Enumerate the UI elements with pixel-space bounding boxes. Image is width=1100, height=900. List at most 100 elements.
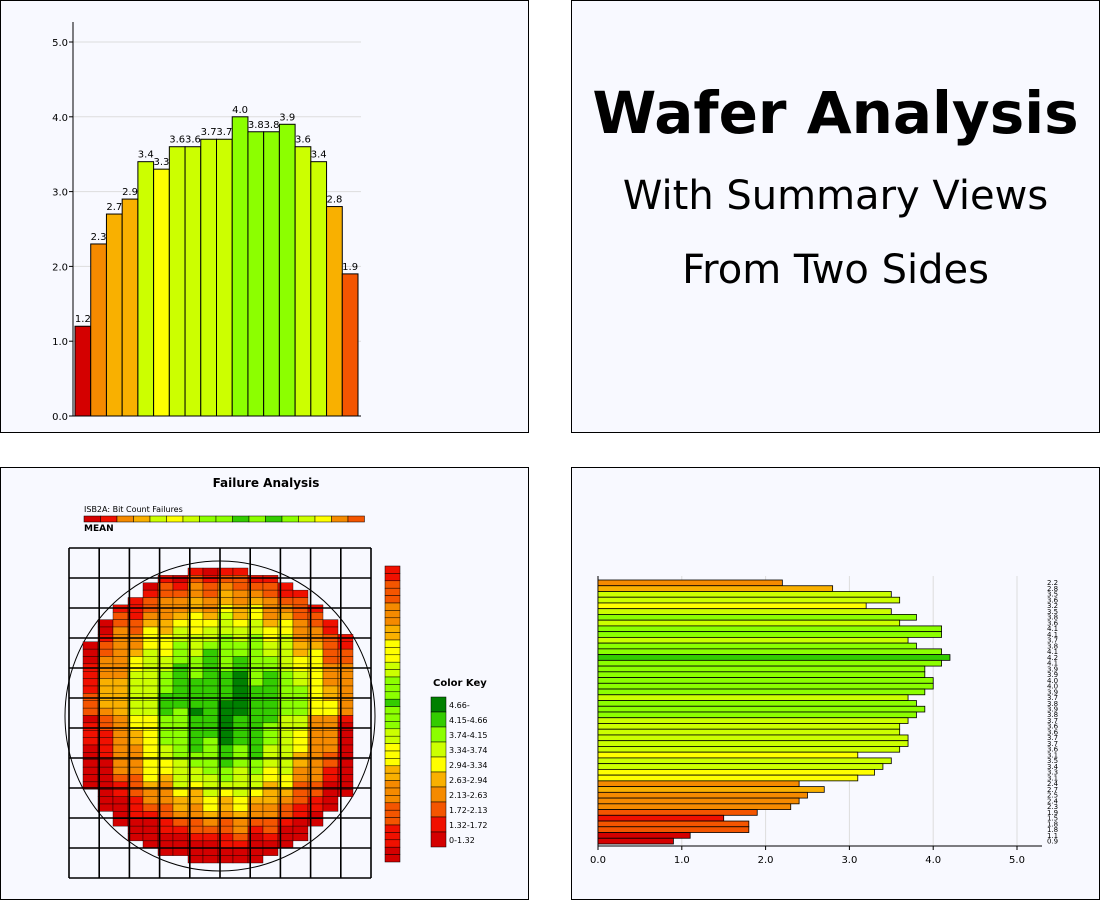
die-cell	[292, 789, 309, 797]
die-cell	[232, 796, 249, 805]
die-cell	[82, 641, 99, 650]
row-strip-cell	[384, 624, 401, 633]
die-cell	[322, 671, 339, 679]
die-cell	[112, 737, 129, 746]
die-cell	[82, 722, 99, 731]
die-cell	[262, 648, 279, 657]
bar-value-label: 2.9	[122, 187, 138, 198]
die-cell	[202, 589, 219, 598]
die-cell	[262, 759, 279, 768]
bar-value-label: 2.7	[1047, 786, 1058, 794]
die-cell	[97, 693, 114, 701]
die-cell	[82, 730, 99, 738]
die-cell	[112, 671, 129, 679]
die-cell	[172, 678, 189, 687]
die-cell	[97, 744, 114, 753]
die-cell	[232, 671, 249, 679]
color-key-swatch	[430, 756, 447, 773]
row-strip-cell	[384, 661, 401, 670]
die-cell	[202, 833, 219, 842]
die-cell	[142, 707, 159, 716]
bar	[168, 146, 186, 417]
die-cell	[172, 707, 189, 716]
die-cell	[82, 656, 99, 665]
die-cell	[172, 589, 189, 598]
die-cell	[97, 803, 114, 812]
die-cell	[127, 685, 144, 694]
legend-swatch	[116, 515, 134, 523]
bar	[200, 138, 217, 417]
die-cell	[292, 612, 309, 620]
row-strip-cell	[384, 795, 401, 804]
color-key-label: 4.66-	[449, 701, 470, 710]
bar	[597, 648, 942, 656]
legend-swatch	[133, 515, 151, 523]
bar	[597, 682, 934, 690]
die-cell	[142, 796, 159, 805]
bar	[597, 625, 942, 633]
column-summary-chart: 0.01.02.03.04.05.01.22.32.72.93.43.33.6 3…	[52, 22, 361, 423]
row-strip-cell	[384, 698, 401, 707]
die-cell	[97, 700, 114, 709]
color-key-label: 3.34-3.74	[449, 746, 488, 755]
die-cell	[292, 744, 309, 753]
color-key-swatch	[430, 696, 447, 713]
die-cell	[322, 803, 339, 812]
title-panel: Wafer Analysis With Summary Views From T…	[571, 0, 1100, 433]
row-strip-cell	[384, 728, 401, 737]
color-key-label: 2.63-2.94	[449, 776, 488, 785]
die-cell	[172, 789, 189, 797]
die-cell	[172, 685, 189, 694]
die-cell	[232, 833, 249, 842]
die-cell	[232, 678, 249, 687]
bar	[597, 665, 926, 673]
die-cell	[202, 722, 219, 731]
die-cell	[142, 818, 159, 827]
die-cell	[262, 722, 279, 731]
legend-swatch	[199, 515, 217, 523]
legend-swatch	[182, 515, 200, 523]
die-cell	[202, 671, 219, 679]
bar	[597, 734, 909, 742]
die-cell	[322, 700, 339, 709]
die-cell	[202, 707, 219, 716]
die-cell	[172, 766, 189, 775]
bar	[597, 585, 834, 592]
row-strip-cell	[384, 772, 401, 781]
die-cell	[262, 685, 279, 694]
die-cell	[262, 582, 279, 591]
row-strip-cell	[384, 632, 401, 641]
bar-value-label: 3.8	[1047, 711, 1058, 719]
die-cell	[202, 582, 219, 591]
die-cell	[232, 759, 249, 768]
die-cell	[262, 693, 279, 701]
die-cell	[142, 671, 159, 679]
bar	[597, 608, 892, 615]
die-cell	[172, 848, 189, 856]
color-key-swatch	[430, 726, 447, 743]
die-cell	[337, 789, 354, 797]
die-cell	[262, 700, 279, 709]
die-cell	[112, 722, 129, 731]
die-cell	[127, 818, 144, 827]
die-cell	[322, 715, 339, 724]
y-tick-label: 2.0	[52, 262, 68, 273]
die-cell	[142, 789, 159, 797]
bar-value-label: 1.9	[1047, 809, 1058, 817]
bar-value-label: 3.3	[1047, 769, 1058, 777]
die-cell	[232, 766, 249, 775]
die-cell	[112, 715, 129, 724]
bar	[597, 671, 926, 678]
die-cell	[142, 730, 159, 738]
die-cell	[322, 707, 339, 716]
die-cell	[112, 818, 129, 827]
bar	[597, 791, 808, 799]
die-cell	[232, 575, 249, 583]
x-tick-label: 4.0	[925, 855, 941, 866]
die-cell	[202, 744, 219, 753]
row-strip-cell	[384, 580, 401, 589]
die-cell	[172, 671, 189, 679]
die-cell	[292, 796, 309, 805]
die-cell	[82, 685, 99, 694]
bar	[597, 619, 901, 627]
